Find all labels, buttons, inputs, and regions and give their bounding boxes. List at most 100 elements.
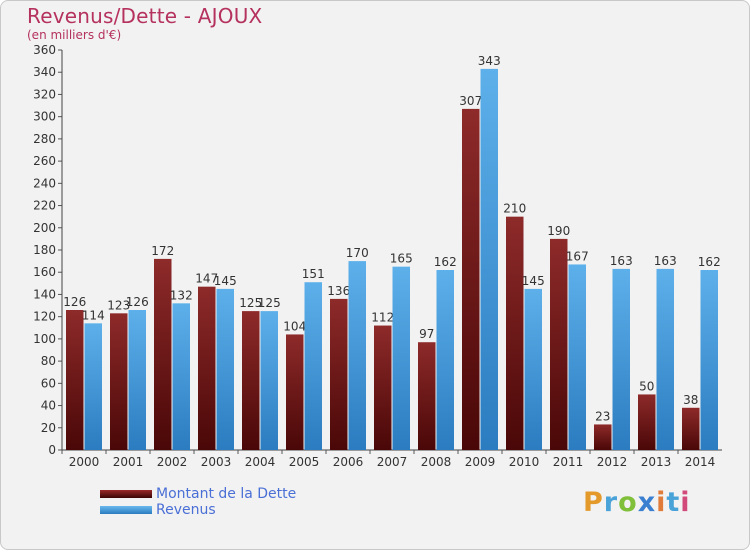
x-tick-label: 2001 — [113, 455, 144, 469]
y-tick-label: 160 — [33, 265, 56, 279]
data-label-revenue: 162 — [698, 255, 721, 269]
bar-revenue-2004 — [260, 311, 278, 450]
bar-revenue-2012 — [612, 268, 630, 450]
bar-debt-2012 — [594, 424, 612, 450]
y-tick-label: 300 — [33, 110, 56, 124]
x-tick-label: 2009 — [465, 455, 496, 469]
data-label-revenue: 170 — [346, 246, 369, 260]
y-tick-label: 240 — [33, 176, 56, 190]
bar-revenue-2006 — [348, 261, 366, 450]
bar-debt-2000 — [66, 310, 84, 450]
data-label-debt: 112 — [371, 311, 394, 325]
data-label-revenue: 114 — [82, 308, 105, 322]
y-tick-label: 140 — [33, 287, 56, 301]
bar-debt-2011 — [550, 238, 568, 450]
bar-revenue-2007 — [392, 266, 410, 450]
y-tick-label: 120 — [33, 310, 56, 324]
bar-revenue-2003 — [216, 288, 234, 450]
x-tick-label: 2000 — [69, 455, 100, 469]
data-label-debt: 123 — [107, 298, 130, 312]
legend-item-debt: Montant de la Dette — [100, 486, 296, 502]
y-tick-label: 180 — [33, 243, 56, 257]
data-label-revenue: 126 — [126, 295, 149, 309]
x-tick-label: 2003 — [201, 455, 232, 469]
data-label-debt: 307 — [459, 94, 482, 108]
bar-debt-2001 — [110, 313, 128, 450]
legend-item-revenue: Revenus — [100, 502, 296, 518]
y-tick-label: 340 — [33, 65, 56, 79]
legend-label-revenue: Revenus — [156, 502, 216, 518]
y-tick-label: 220 — [33, 199, 56, 213]
bar-debt-2008 — [418, 342, 436, 450]
y-tick-label: 320 — [33, 87, 56, 101]
data-label-debt: 104 — [283, 319, 306, 333]
data-label-revenue: 163 — [654, 254, 677, 268]
data-label-revenue: 343 — [478, 54, 501, 68]
y-tick-label: 20 — [41, 421, 56, 435]
y-tick-label: 80 — [41, 354, 56, 368]
data-label-debt: 50 — [639, 379, 654, 393]
bar-revenue-2001 — [128, 310, 146, 450]
data-label-revenue: 167 — [566, 249, 589, 263]
data-label-revenue: 162 — [434, 255, 457, 269]
data-label-revenue: 145 — [214, 274, 237, 288]
data-label-revenue: 132 — [170, 288, 193, 302]
data-label-debt: 136 — [327, 284, 350, 298]
data-label-debt: 125 — [239, 296, 262, 310]
data-label-revenue: 125 — [258, 296, 281, 310]
data-label-debt: 97 — [419, 327, 434, 341]
x-tick-label: 2008 — [421, 455, 452, 469]
legend: Montant de la Dette Revenus — [100, 486, 296, 518]
data-label-debt: 126 — [63, 295, 86, 309]
y-tick-label: 60 — [41, 376, 56, 390]
y-tick-label: 40 — [41, 399, 56, 413]
bar-revenue-2011 — [568, 264, 586, 450]
x-tick-label: 2004 — [245, 455, 276, 469]
data-label-debt: 38 — [683, 393, 698, 407]
bar-revenue-2002 — [172, 303, 190, 450]
x-tick-label: 2011 — [553, 455, 584, 469]
y-tick-label: 280 — [33, 132, 56, 146]
x-tick-label: 2002 — [157, 455, 188, 469]
x-tick-label: 2005 — [289, 455, 320, 469]
legend-swatch-debt — [100, 490, 152, 498]
bar-debt-2013 — [638, 394, 656, 450]
x-tick-label: 2014 — [685, 455, 716, 469]
y-tick-label: 260 — [33, 154, 56, 168]
legend-swatch-revenue — [100, 506, 152, 514]
data-label-debt: 172 — [151, 244, 174, 258]
chart-title: Revenus/Dette - AJOUX — [27, 4, 263, 28]
data-label-debt: 147 — [195, 272, 218, 286]
data-label-revenue: 165 — [390, 252, 413, 266]
y-tick-label: 200 — [33, 221, 56, 235]
bar-revenue-2000 — [84, 323, 102, 450]
x-tick-label: 2010 — [509, 455, 540, 469]
y-tick-label: 360 — [33, 43, 56, 57]
bar-debt-2002 — [154, 258, 172, 450]
x-tick-label: 2013 — [641, 455, 672, 469]
bar-debt-2004 — [242, 311, 260, 450]
bar-revenue-2014 — [700, 270, 718, 450]
bar-debt-2006 — [330, 298, 348, 450]
bar-revenue-2010 — [524, 288, 542, 450]
bar-debt-2003 — [198, 286, 216, 450]
bar-revenue-2013 — [656, 268, 674, 450]
chart-subtitle: (en milliers d'€) — [27, 28, 122, 42]
x-tick-label: 2006 — [333, 455, 364, 469]
bar-revenue-2005 — [304, 282, 322, 450]
bar-debt-2009 — [462, 108, 480, 450]
data-label-debt: 190 — [547, 224, 570, 238]
x-tick-label: 2007 — [377, 455, 408, 469]
bar-debt-2014 — [682, 407, 700, 450]
bar-revenue-2009 — [480, 68, 498, 450]
data-label-revenue: 145 — [522, 274, 545, 288]
bar-debt-2010 — [506, 216, 524, 450]
data-label-revenue: 163 — [610, 254, 633, 268]
y-tick-label: 0 — [48, 443, 56, 457]
bar-revenue-2008 — [436, 270, 454, 450]
y-tick-label: 100 — [33, 332, 56, 346]
bar-debt-2007 — [374, 325, 392, 450]
data-label-revenue: 151 — [302, 267, 325, 281]
bar-debt-2005 — [286, 334, 304, 450]
